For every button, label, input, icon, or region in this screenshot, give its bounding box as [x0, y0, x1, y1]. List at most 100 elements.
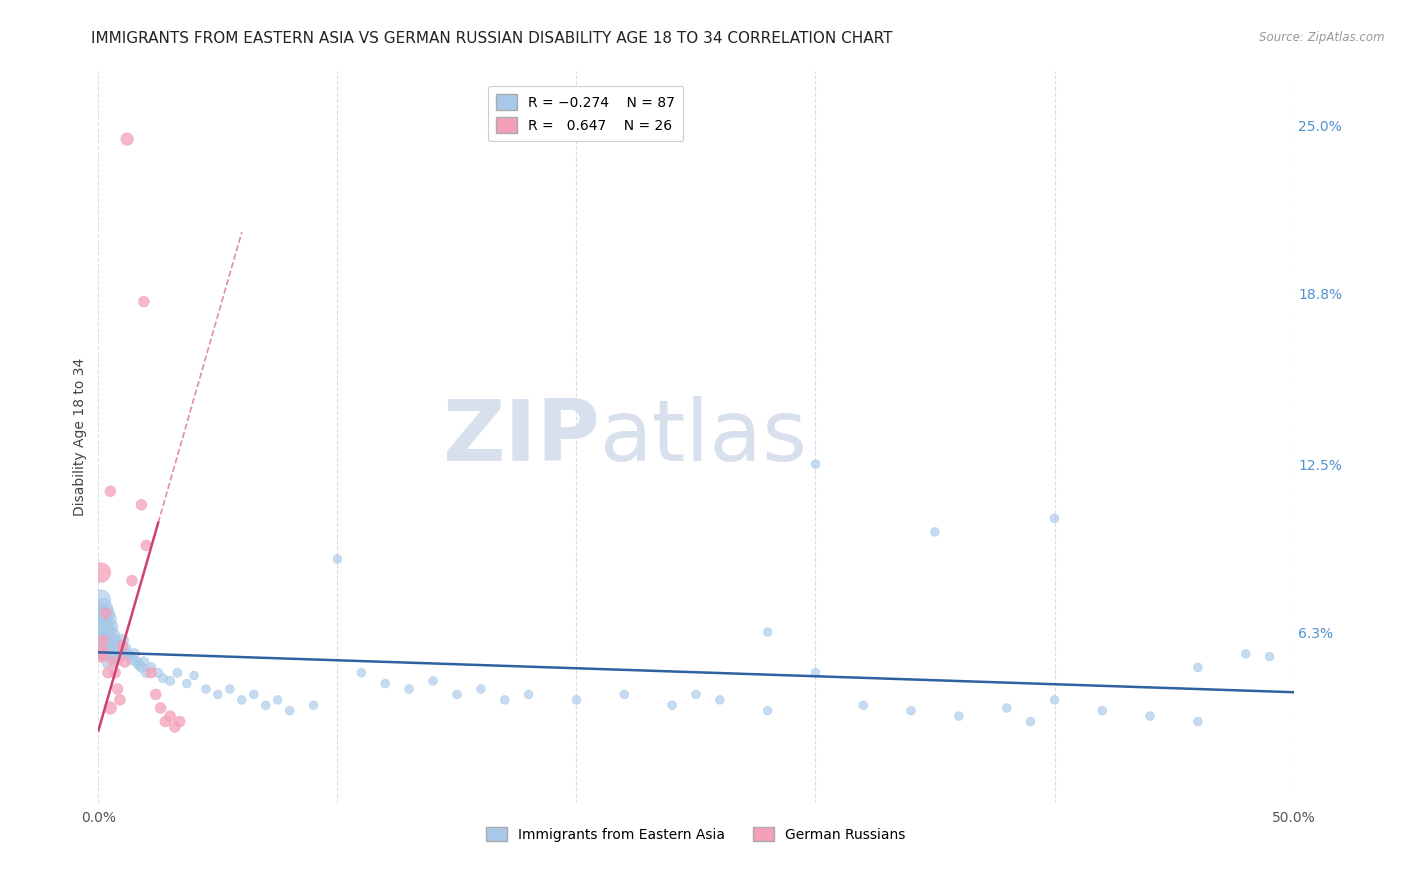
Point [114, 655, 136, 669]
Point [756, 625, 779, 640]
Point [302, 698, 325, 713]
Point [125, 655, 148, 669]
Y-axis label: Disability Age 18 to 34: Disability Age 18 to 34 [73, 358, 87, 516]
Point [91, 639, 114, 653]
Text: ZIP: ZIP [443, 395, 600, 479]
Point [132, 655, 155, 669]
Point [90, 606, 112, 620]
Point [924, 524, 946, 539]
Text: atlas: atlas [600, 395, 808, 479]
Point [155, 714, 177, 729]
Point [685, 688, 707, 702]
Point [101, 655, 124, 669]
Point [852, 698, 875, 713]
Point [90, 633, 112, 648]
Point [97, 655, 120, 669]
Point [374, 676, 396, 690]
Point [94, 606, 117, 620]
Point [661, 698, 683, 713]
Point [1234, 647, 1257, 661]
Point [131, 660, 153, 674]
Point [159, 673, 181, 688]
Point [98, 701, 122, 715]
Point [124, 647, 146, 661]
Point [494, 693, 516, 707]
Text: Source: ZipAtlas.com: Source: ZipAtlas.com [1260, 31, 1385, 45]
Point [97, 639, 120, 653]
Point [804, 665, 827, 680]
Point [104, 633, 127, 648]
Point [398, 681, 420, 696]
Point [90, 647, 112, 661]
Point [207, 688, 229, 702]
Point [91, 633, 114, 648]
Point [90, 647, 112, 661]
Point [90, 592, 112, 607]
Point [565, 693, 588, 707]
Point [128, 657, 150, 672]
Point [350, 665, 373, 680]
Point [1139, 709, 1161, 723]
Point [195, 681, 218, 696]
Point [326, 552, 349, 566]
Point [107, 681, 129, 696]
Point [446, 688, 468, 702]
Point [98, 633, 122, 648]
Point [470, 681, 492, 696]
Point [517, 688, 540, 702]
Point [1043, 693, 1066, 707]
Text: IMMIGRANTS FROM EASTERN ASIA VS GERMAN RUSSIAN DISABILITY AGE 18 TO 34 CORRELATI: IMMIGRANTS FROM EASTERN ASIA VS GERMAN R… [91, 31, 893, 46]
Point [613, 688, 636, 702]
Point [91, 600, 114, 615]
Point [267, 693, 290, 707]
Point [163, 720, 186, 734]
Point [166, 665, 188, 680]
Point [107, 639, 129, 653]
Point [107, 652, 129, 666]
Point [243, 688, 266, 702]
Point [94, 633, 117, 648]
Point [91, 628, 114, 642]
Point [804, 457, 827, 471]
Point [111, 639, 134, 653]
Point [169, 714, 191, 729]
Point [101, 641, 124, 656]
Point [115, 132, 138, 146]
Point [121, 652, 143, 666]
Point [94, 647, 117, 661]
Point [97, 625, 120, 640]
Point [98, 484, 122, 499]
Point [254, 698, 277, 713]
Point [104, 665, 127, 680]
Point [108, 647, 131, 661]
Point [900, 704, 922, 718]
Point [108, 693, 131, 707]
Point [104, 647, 127, 661]
Point [90, 566, 112, 580]
Point [995, 701, 1018, 715]
Point [94, 620, 117, 634]
Point [111, 647, 134, 661]
Point [97, 611, 120, 625]
Point [91, 647, 114, 661]
Point [115, 647, 138, 661]
Point [1187, 660, 1209, 674]
Point [422, 673, 444, 688]
Point [149, 701, 172, 715]
Point [145, 688, 167, 702]
Point [176, 676, 198, 690]
Point [148, 665, 170, 680]
Point [756, 704, 779, 718]
Point [152, 671, 174, 685]
Point [1258, 649, 1281, 664]
Point [111, 633, 134, 648]
Point [98, 620, 122, 634]
Point [139, 660, 162, 674]
Point [91, 611, 114, 625]
Point [135, 665, 157, 680]
Point [948, 709, 970, 723]
Point [101, 628, 124, 642]
Point [219, 681, 242, 696]
Point [231, 693, 253, 707]
Legend: Immigrants from Eastern Asia, German Russians: Immigrants from Eastern Asia, German Rus… [481, 822, 911, 847]
